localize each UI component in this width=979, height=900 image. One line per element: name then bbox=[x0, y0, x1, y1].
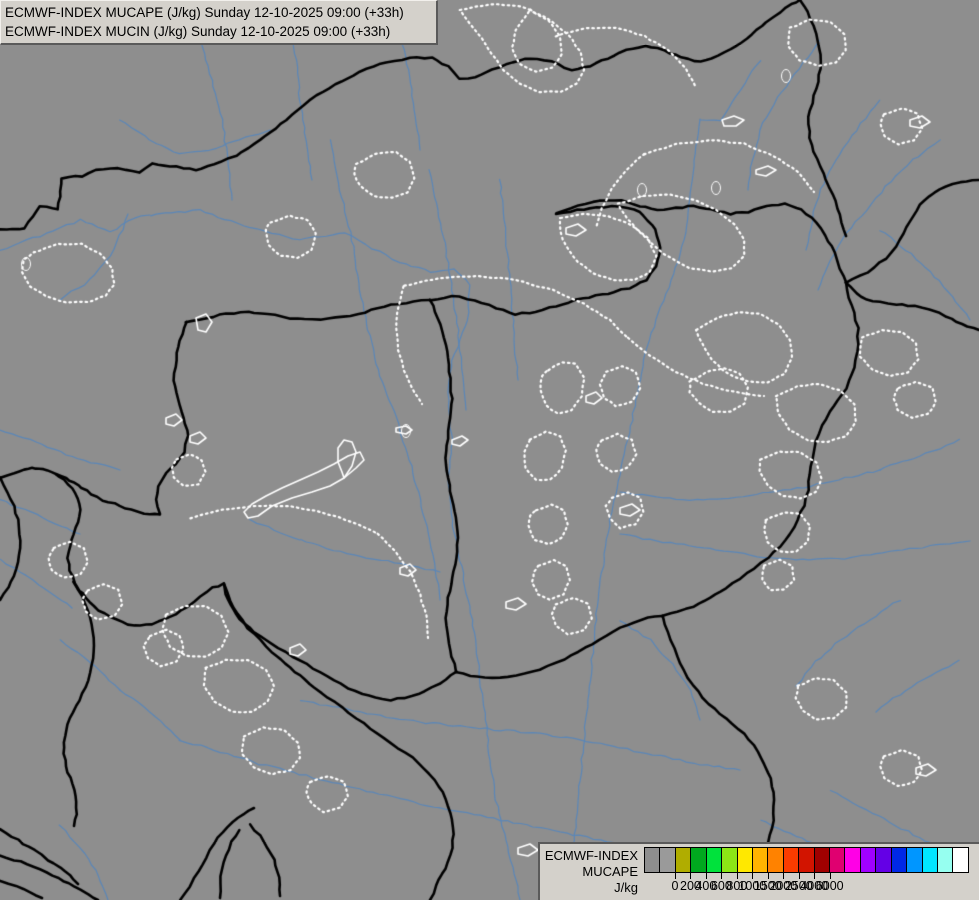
legend-swatch-1 bbox=[660, 848, 676, 872]
legend-tick-400 bbox=[705, 873, 707, 879]
legend-tick-label-1000: 1000 bbox=[738, 879, 767, 893]
legend-tick-600 bbox=[721, 873, 723, 879]
legend-tick-label-2000: 2000 bbox=[769, 879, 798, 893]
legend-swatch-7 bbox=[752, 848, 769, 872]
legend-scale: 0 200 400 600 800 1000 1500 2000 2500 4000 6000 bbox=[644, 844, 979, 895]
legend-swatch-14 bbox=[860, 848, 877, 872]
legend-tick-2000 bbox=[783, 873, 785, 879]
legend-tick-label-6000: 6000 bbox=[815, 879, 844, 893]
legend-tick-label-600: 600 bbox=[710, 879, 732, 893]
legend-swatch-17 bbox=[907, 848, 923, 872]
map-title-box: ECMWF-INDEX MUCAPE (J/kg) Sunday 12-10-2… bbox=[0, 0, 438, 45]
legend-panel: ECMWF-INDEX MUCAPE J/kg 0 200 400 600 800 100… bbox=[538, 842, 979, 900]
legend-tick-label-800: 800 bbox=[726, 879, 748, 893]
legend-tick-marks bbox=[644, 873, 969, 879]
legend-swatch-8 bbox=[768, 848, 784, 872]
legend-swatch-19 bbox=[938, 848, 954, 872]
legend-tick-6000 bbox=[829, 873, 831, 879]
legend-swatch-12 bbox=[830, 848, 846, 872]
map-title-mucin: ECMWF-INDEX MUCIN (J/kg) Sunday 12-10-20… bbox=[5, 24, 391, 39]
legend-swatch-5 bbox=[722, 848, 738, 872]
legend-caption-unit: J/kg bbox=[614, 880, 638, 895]
legend-tick-0 bbox=[674, 873, 676, 879]
legend-swatch-11 bbox=[814, 848, 831, 872]
legend-tick-label-1500: 1500 bbox=[753, 879, 782, 893]
legend-swatch-16 bbox=[891, 848, 908, 872]
legend-tick-label-200: 200 bbox=[679, 879, 701, 893]
legend-tick-label-2500: 2500 bbox=[784, 879, 813, 893]
legend-tick-1500 bbox=[767, 873, 769, 879]
legend-caption-line-2: MUCAPE bbox=[582, 864, 638, 879]
legend-tick-label-400: 400 bbox=[695, 879, 717, 893]
legend-color-bar bbox=[644, 847, 969, 873]
map-title-mucape: ECMWF-INDEX MUCAPE (J/kg) Sunday 12-10-2… bbox=[5, 5, 404, 20]
legend-swatch-0 bbox=[645, 848, 661, 872]
legend-caption-line-1: ECMWF-INDEX bbox=[544, 848, 638, 863]
legend-caption: ECMWF-INDEX MUCAPE J/kg bbox=[540, 844, 644, 896]
legend-tick-200 bbox=[690, 873, 692, 879]
legend-swatch-18 bbox=[922, 848, 939, 872]
legend-swatch-2 bbox=[675, 848, 692, 872]
legend-swatch-10 bbox=[799, 848, 815, 872]
legend-swatch-13 bbox=[845, 848, 861, 872]
legend-swatch-9 bbox=[783, 848, 800, 872]
legend-swatch-6 bbox=[737, 848, 753, 872]
legend-tick-4000 bbox=[814, 873, 816, 879]
legend-swatch-4 bbox=[706, 848, 723, 872]
legend-tick-1000 bbox=[752, 873, 754, 879]
legend-tick-2500 bbox=[798, 873, 800, 879]
legend-tick-label-4000: 4000 bbox=[800, 879, 829, 893]
legend-swatch-20 bbox=[953, 848, 968, 872]
legend-tick-800 bbox=[736, 873, 738, 879]
legend-tick-labels: 0 200 400 600 800 1000 1500 2000 2500 4000 6000 bbox=[644, 879, 969, 895]
legend-swatch-15 bbox=[876, 848, 892, 872]
legend-swatch-3 bbox=[691, 848, 707, 872]
legend-tick-label-0: 0 bbox=[671, 879, 679, 893]
